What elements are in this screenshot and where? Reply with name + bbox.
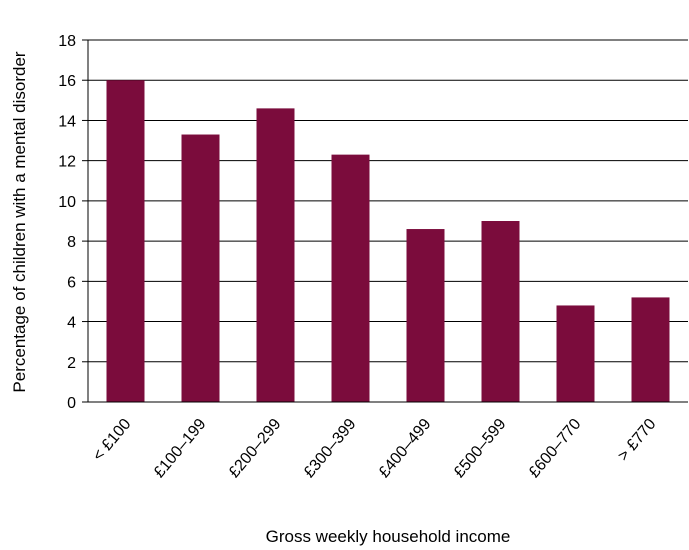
bar <box>406 229 445 402</box>
y-tick-label: 8 <box>67 234 76 251</box>
bar <box>181 134 220 402</box>
x-tick-label: £400–499 <box>376 416 435 482</box>
x-tick-label: £500–599 <box>451 416 510 482</box>
gridlines <box>88 39 688 363</box>
bar <box>331 154 370 402</box>
bar <box>556 305 595 402</box>
x-axis-title: Gross weekly household income <box>266 527 511 546</box>
y-axis-title: Percentage of children with a mental dis… <box>10 51 29 392</box>
y-tick-label: 12 <box>58 154 76 171</box>
x-tick-label: £600–770 <box>526 416 585 482</box>
y-tick-label: 6 <box>67 274 76 291</box>
bars <box>106 80 670 402</box>
x-tick-label: < £100 <box>90 416 135 465</box>
y-tick-label: 16 <box>58 73 76 90</box>
x-tick-labels: < £100 £100–199 £200–299 £300–399 £400–499 £5… <box>90 416 660 482</box>
bar <box>631 297 670 402</box>
x-tick-label: £300–399 <box>301 416 360 482</box>
x-tick-label: > £770 <box>615 416 660 465</box>
y-tick-label: 14 <box>58 113 76 130</box>
bar <box>256 108 295 402</box>
y-tick-label: 10 <box>58 194 76 211</box>
x-tick-label: £100–199 <box>151 416 210 482</box>
axes <box>82 39 688 403</box>
bar <box>481 221 520 402</box>
y-tick-labels: 0 2 4 6 8 10 12 14 16 18 <box>58 33 76 412</box>
x-tick-label: £200–299 <box>226 416 285 482</box>
y-tick-label: 4 <box>67 315 76 332</box>
y-tick-label: 2 <box>67 355 76 372</box>
bar <box>106 80 145 402</box>
y-tick-label: 18 <box>58 33 76 50</box>
y-tick-label: 0 <box>67 395 76 412</box>
